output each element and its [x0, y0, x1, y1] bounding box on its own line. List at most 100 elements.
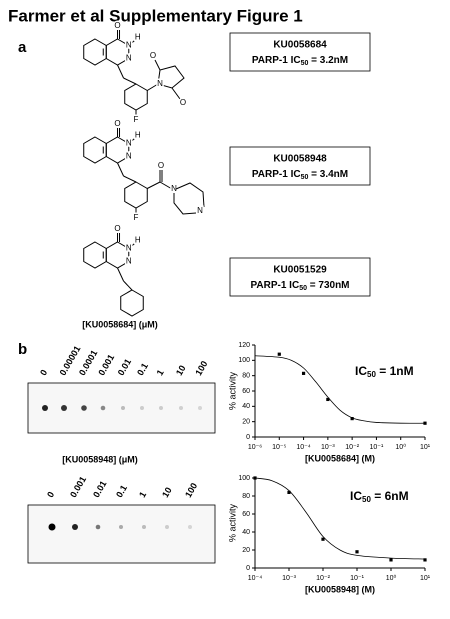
atom-label: H — [135, 33, 141, 42]
data-point — [301, 371, 306, 375]
y-axis-label: % activity — [227, 371, 237, 410]
blot-dot — [61, 405, 67, 411]
compound-name: KU0051529 — [273, 265, 327, 276]
compound-ic50: PARP-1 IC50 = 3.4nM — [252, 169, 348, 181]
concentration-label: 0.001 — [96, 353, 116, 378]
blot-dot — [165, 525, 169, 529]
y-tick-label: 0 — [246, 565, 250, 572]
y-tick-label: 40 — [242, 529, 250, 536]
concentration-label: 0.1 — [135, 361, 150, 377]
x-tick-label: 10⁻¹ — [350, 575, 364, 582]
bond — [154, 59, 161, 71]
y-tick-label: 80 — [242, 493, 250, 500]
x-tick-label: 10⁻³ — [282, 575, 296, 582]
bond — [147, 181, 161, 189]
blot-dot — [72, 524, 78, 530]
dot-blot — [27, 382, 216, 434]
atom-label: H — [135, 131, 141, 140]
bond — [117, 162, 124, 177]
x-tick-label: 10¹ — [420, 444, 431, 451]
data-point — [326, 397, 330, 402]
atom-label: N — [126, 152, 132, 161]
concentration-label: 1 — [137, 490, 148, 499]
subscript: 50 — [301, 60, 309, 67]
y-tick-label: 120 — [238, 342, 250, 349]
x-tick-label: 10⁰ — [395, 443, 406, 451]
subscript: 50 — [301, 174, 309, 181]
compound-ic50: PARP-1 IC50 = 3.2nM — [252, 55, 348, 67]
atom-label: N — [126, 257, 132, 266]
atom-label: O — [114, 224, 120, 233]
bond — [123, 280, 133, 291]
data-point — [350, 417, 354, 421]
blot-dot — [48, 523, 56, 531]
blot-dot — [179, 406, 183, 410]
y-tick-label: 80 — [242, 373, 250, 380]
concentration-label: 10 — [160, 486, 174, 500]
bond — [120, 289, 144, 317]
text: PARP-1 IC — [250, 280, 299, 291]
data-point — [355, 550, 359, 554]
blot-dot — [42, 405, 48, 411]
concentration-label: 100 — [183, 481, 199, 499]
text: PARP-1 IC — [252, 169, 301, 180]
bond — [124, 83, 148, 111]
figure-title: Farmer et al Supplementary Figure 1 — [8, 6, 303, 25]
data-point — [253, 476, 257, 480]
annotation: IC50 = 1nM — [355, 364, 414, 379]
bond — [157, 65, 185, 89]
x-tick-label: 10⁻⁴ — [248, 575, 263, 582]
text: = 730nM — [307, 280, 350, 291]
x-tick-label: 10¹ — [420, 575, 431, 582]
atom-label: F — [134, 115, 139, 124]
blot-dot — [95, 524, 101, 530]
data-point — [423, 421, 427, 425]
fit-curve — [254, 355, 426, 424]
y-tick-label: 0 — [246, 434, 250, 441]
text: = 3.4nM — [308, 169, 348, 180]
data-point — [287, 490, 291, 494]
atom-label: F — [134, 213, 139, 222]
atom-label: N — [126, 139, 132, 148]
blot-dot — [121, 406, 125, 410]
blot-dot — [81, 405, 87, 411]
concentration-label: 0.001 — [68, 475, 88, 500]
concentration-label: 100 — [193, 359, 209, 377]
atom-label: N — [157, 79, 163, 88]
blot-dot — [188, 525, 192, 529]
x-tick-label: 10⁻² — [316, 575, 330, 582]
x-tick-label: 10⁻³ — [321, 444, 335, 451]
x-axis-label: [KU0058684] (M) — [305, 453, 375, 463]
compound-ic50: PARP-1 IC50 = 730nM — [250, 280, 349, 292]
bond — [159, 181, 173, 190]
subscript: 50 — [299, 285, 307, 292]
blot-dot — [140, 406, 144, 410]
blot-dot — [119, 525, 123, 529]
atom-label: O — [158, 161, 164, 170]
compound-box: KU0058684 PARP-1 IC50 = 3.2nM — [229, 32, 371, 72]
panel-label: b — [18, 341, 27, 358]
x-tick-label: 10⁰ — [386, 574, 397, 582]
atom-label: O — [114, 21, 120, 30]
compound-name: KU0058948 — [273, 154, 327, 165]
blot-label: [KU0058684] (μM) — [82, 319, 158, 329]
y-tick-label: 60 — [242, 388, 250, 395]
annotation-subscript: 50 — [362, 495, 371, 504]
dot-blot — [27, 504, 216, 564]
y-tick-label: 100 — [238, 357, 250, 364]
text: PARP-1 IC — [252, 55, 301, 66]
concentration-label: 10 — [174, 364, 188, 378]
bond — [128, 137, 137, 144]
atom-label: N — [126, 244, 132, 253]
bond — [124, 181, 148, 209]
concentration-label: 1 — [155, 368, 166, 377]
y-tick-label: 20 — [242, 419, 250, 426]
atom-label: N — [126, 41, 132, 50]
bond — [117, 267, 124, 282]
x-tick-label: 10⁻² — [345, 444, 359, 451]
y-tick-label: 20 — [242, 547, 250, 554]
text: = 3.2nM — [308, 55, 348, 66]
annotation-text: IC — [355, 364, 367, 378]
bond — [173, 182, 205, 215]
data-point — [389, 558, 393, 562]
